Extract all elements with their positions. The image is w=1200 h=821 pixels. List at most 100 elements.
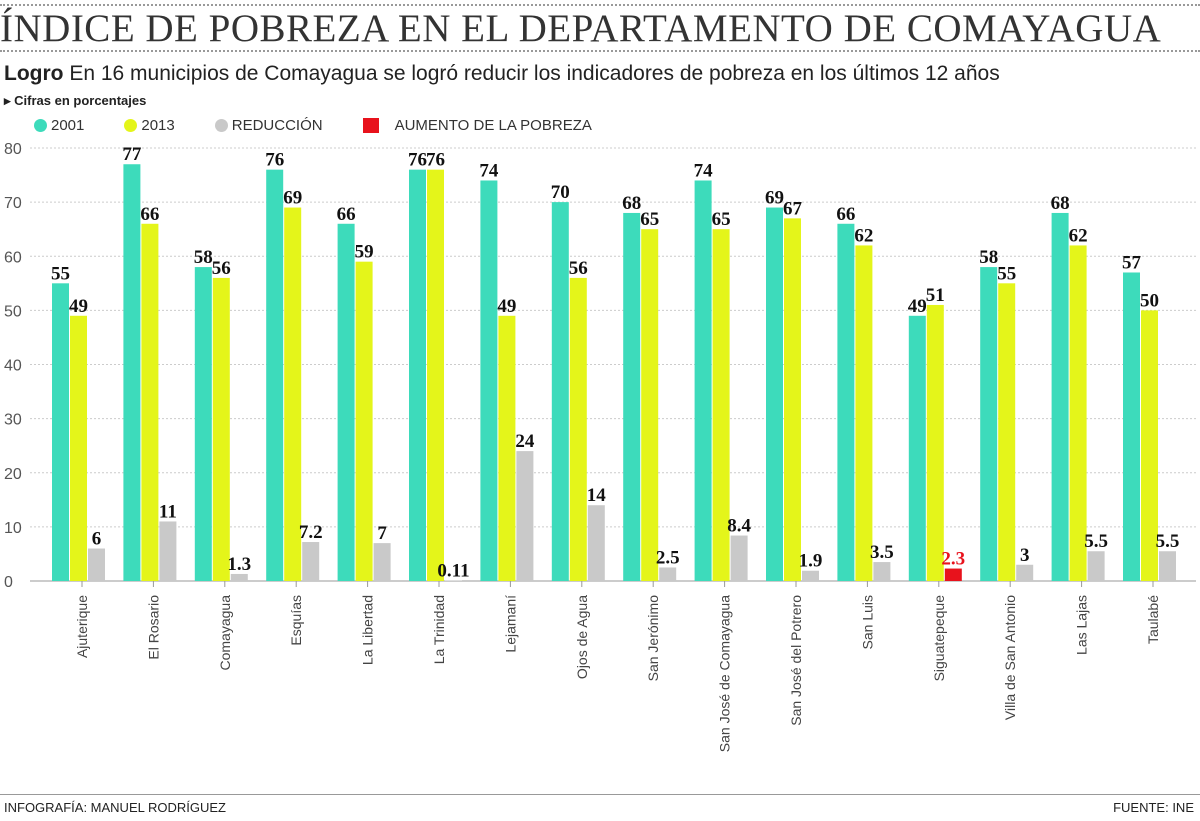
bar-2013	[141, 223, 159, 581]
data-label: 6	[92, 529, 102, 550]
data-label: 49	[908, 296, 927, 317]
bar-reducción	[88, 548, 105, 581]
bar-reducción	[516, 451, 534, 581]
data-label: 11	[159, 501, 177, 522]
subtitle: Logro En 16 municipios de Comayagua se l…	[4, 62, 1000, 86]
bar-2013	[784, 218, 801, 582]
data-label: 3	[1020, 545, 1030, 566]
data-label: 69	[283, 188, 302, 209]
subtitle-text: En 16 municipios de Comayagua se logró r…	[69, 62, 1000, 85]
bar-reducción	[1087, 551, 1105, 581]
footer-divider	[0, 794, 1200, 795]
credit: INFOGRAFÍA: MANUEL RODRÍGUEZ	[4, 800, 226, 815]
bar-2013	[70, 315, 87, 581]
data-label: 1.3	[227, 554, 251, 575]
legend-label: 2001	[51, 117, 85, 134]
data-label: 69	[765, 188, 784, 209]
data-label: 70	[551, 182, 570, 203]
data-label: 2.5	[656, 547, 680, 568]
legend-item-reduccion: REDUCCIÓN	[214, 117, 323, 134]
data-label: 5.5	[1156, 531, 1180, 552]
data-label: 67	[783, 198, 803, 219]
bar-reducción	[230, 573, 248, 581]
data-label: 5.5	[1084, 531, 1108, 552]
x-tick-label: San José del Potrero	[788, 595, 804, 726]
legend-swatch	[124, 119, 138, 132]
data-label: 62	[854, 225, 873, 246]
units-note: ▸ Cifras en porcentajes	[4, 93, 147, 108]
y-tick-label: 30	[4, 412, 22, 429]
x-tick-label: Villa de San Antonio	[1002, 595, 1018, 720]
bar-reducción	[587, 505, 605, 581]
y-tick-label: 70	[4, 195, 22, 212]
data-label: 1.9	[799, 551, 823, 572]
legend: 2001 2013 REDUCCIÓN AUMENTO DE LA POBREZ…	[34, 117, 632, 134]
bar-2001	[480, 180, 498, 581]
top-divider	[0, 4, 1200, 6]
bar-2001	[194, 267, 212, 581]
bar-reducción	[302, 542, 320, 581]
bar-2013	[284, 207, 302, 581]
bar-2001	[766, 207, 783, 581]
x-tick-label: El Rosario	[145, 595, 161, 660]
data-label: 58	[979, 247, 998, 268]
legend-label: AUMENTO DE LA POBREZA	[394, 117, 592, 134]
x-tick-label: Las Lajas	[1074, 595, 1090, 655]
bar-2013	[212, 277, 230, 581]
x-tick-label: Taulabé	[1145, 595, 1161, 644]
data-label: 24	[515, 431, 535, 452]
data-label: 76	[265, 150, 284, 171]
bar-reducción	[730, 535, 748, 581]
data-label: 8.4	[727, 516, 751, 537]
bar-2001	[337, 223, 355, 581]
y-tick-label: 80	[4, 141, 22, 158]
y-tick-label: 60	[4, 249, 22, 266]
bar-2001	[409, 169, 426, 581]
legend-item-aumento: AUMENTO DE LA POBREZA	[362, 117, 592, 134]
y-tick-label: 0	[4, 574, 13, 591]
legend-swatch	[214, 119, 228, 132]
data-label: 58	[194, 247, 213, 268]
x-tick-label: Comayagua	[217, 595, 233, 671]
bar-2001	[1123, 272, 1140, 581]
data-label: 7.2	[299, 522, 323, 543]
data-label: 3.5	[870, 542, 894, 563]
data-label: 57	[1122, 252, 1142, 273]
data-label: 76	[426, 150, 445, 171]
x-tick-label: Siguatepeque	[931, 595, 947, 682]
bar-reducción	[1016, 564, 1034, 581]
bar-reducción	[159, 521, 177, 581]
x-tick-label: La Trinidad	[431, 595, 447, 664]
bar-2001	[266, 169, 284, 581]
bar-2013	[1069, 245, 1087, 582]
data-label: 66	[337, 204, 356, 225]
bar-2001	[837, 223, 855, 581]
bar-2013	[427, 169, 444, 581]
data-label: 59	[355, 242, 374, 263]
subtitle-bold: Logro	[4, 62, 64, 85]
data-label: 65	[640, 209, 659, 230]
data-label: 68	[622, 193, 641, 214]
legend-label: REDUCCIÓN	[231, 117, 323, 134]
y-tick-label: 50	[4, 303, 22, 320]
data-label: 55	[997, 263, 1016, 284]
y-tick-label: 40	[4, 358, 22, 375]
data-label: 0.11	[437, 560, 469, 581]
bar-2013	[855, 245, 873, 582]
y-tick-label: 10	[4, 520, 22, 537]
bar-2013	[712, 229, 730, 581]
data-label: 56	[212, 258, 231, 279]
x-tick-label: La Libertad	[360, 595, 376, 665]
x-tick-label: San Luis	[859, 595, 875, 649]
data-label: 66	[140, 204, 159, 225]
legend-item-2013: 2013	[124, 117, 175, 134]
title-divider	[0, 50, 1200, 52]
bar-reducción	[659, 567, 677, 581]
bar-2001	[52, 283, 69, 581]
bar-reducción	[802, 570, 819, 581]
data-label: 66	[836, 204, 855, 225]
x-tick-label: Esquías	[288, 595, 304, 646]
data-label: 50	[1140, 290, 1159, 311]
legend-label: 2013	[141, 117, 175, 134]
